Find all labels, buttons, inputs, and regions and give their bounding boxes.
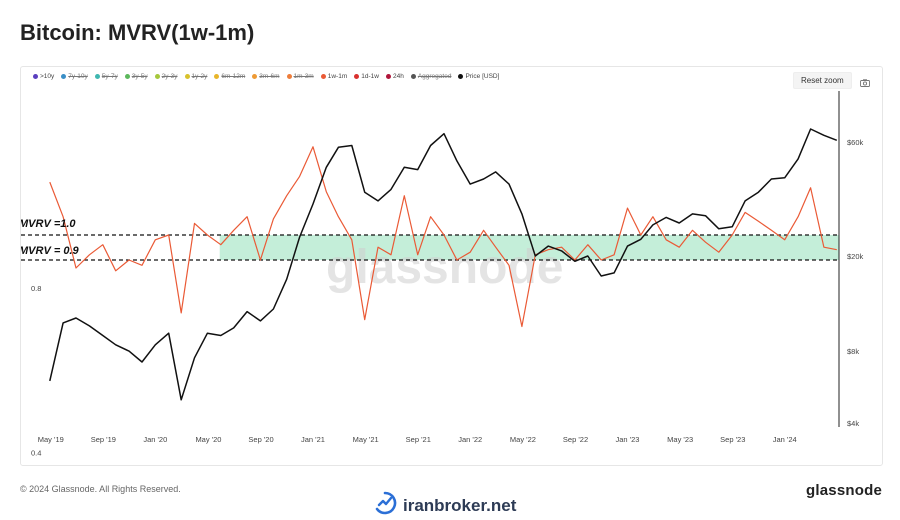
y-right-tick-label: $8k bbox=[847, 347, 859, 356]
legend-dot bbox=[184, 74, 190, 79]
legend-item-0[interactable]: >10y bbox=[33, 73, 54, 80]
legend-item-8[interactable]: 1m-3m bbox=[286, 73, 314, 80]
reset-zoom-button[interactable]: Reset zoom bbox=[793, 72, 852, 89]
legend-item-7[interactable]: 3m-6m bbox=[252, 73, 280, 80]
mvrv-1-0-label: MVRV =1.0 bbox=[21, 218, 76, 230]
watermark-text: glassnode bbox=[326, 241, 563, 294]
legend-dot bbox=[385, 74, 391, 79]
legend-item-13[interactable]: Price [USD] bbox=[458, 73, 499, 80]
x-tick-label: May '23 bbox=[667, 435, 693, 444]
x-tick-label: Sep '23 bbox=[720, 435, 745, 444]
legend-label: 1y-2y bbox=[191, 73, 208, 80]
y-right-tick-label: $60k bbox=[847, 138, 864, 147]
x-tick-label: Jan '23 bbox=[615, 435, 639, 444]
series-line-1 bbox=[49, 128, 838, 401]
camera-icon[interactable] bbox=[860, 74, 870, 92]
mvrv-0-9-label: MVRV = 0.9 bbox=[21, 245, 79, 257]
legend-item-4[interactable]: 2y-3y bbox=[154, 73, 178, 80]
legend-item-12[interactable]: Aggregated bbox=[410, 73, 452, 80]
x-tick-label: May '21 bbox=[353, 435, 379, 444]
legend-dot bbox=[354, 74, 360, 79]
chart-plot: glassnode MVRV =1.0 MVRV = 0.9 May '19 Se… bbox=[21, 91, 864, 457]
legend-item-6[interactable]: 6m-12m bbox=[214, 73, 245, 80]
footer-brand: glassnode bbox=[806, 482, 882, 499]
x-tick-label: Jan '21 bbox=[301, 435, 325, 444]
legend-dot bbox=[94, 74, 100, 79]
y-right-tick-label: $4k bbox=[847, 419, 859, 428]
legend-dot bbox=[214, 74, 220, 79]
legend-item-5[interactable]: 1y-2y bbox=[184, 73, 208, 80]
legend-dot bbox=[154, 74, 160, 79]
legend-item-9[interactable]: 1w-1m bbox=[320, 73, 348, 80]
x-tick-label: Jan '20 bbox=[143, 435, 167, 444]
series-line-0 bbox=[49, 146, 837, 328]
iranbroker-text: iranbroker.net bbox=[403, 495, 517, 515]
legend-dot bbox=[320, 74, 326, 79]
y-left-tick-label: 0.4 bbox=[31, 448, 41, 457]
page-title: Bitcoin: MVRV(1w-1m) bbox=[20, 20, 255, 45]
legend-label: 1w-1m bbox=[327, 73, 348, 80]
legend-dot bbox=[458, 74, 464, 79]
legend-label: 1m-3m bbox=[293, 73, 314, 80]
legend-dot bbox=[252, 74, 258, 79]
legend-label: 7y-10y bbox=[68, 73, 88, 80]
legend-dot bbox=[33, 74, 38, 79]
legend-label: 5y-7y bbox=[101, 73, 118, 80]
iranbroker-logo: iranbroker.net bbox=[373, 491, 516, 520]
chart-card: >10y 7y-10y 5y-7y 3y-5y 2y-3y 1y-2y 6m-12m 3m-6… bbox=[20, 66, 883, 466]
x-tick-label: Sep '20 bbox=[248, 435, 273, 444]
legend-dot bbox=[61, 74, 67, 79]
x-tick-label: Sep '21 bbox=[406, 435, 431, 444]
legend-label: 2y-3y bbox=[161, 73, 178, 80]
legend-label: Price [USD] bbox=[465, 73, 500, 80]
x-tick-label: Jan '24 bbox=[773, 435, 797, 444]
footer-copyright: © 2024 Glassnode. All Rights Reserved. bbox=[20, 484, 181, 494]
x-tick-label: May '22 bbox=[510, 435, 536, 444]
x-tick-label: May '20 bbox=[195, 435, 221, 444]
legend-label: 3m-6m bbox=[259, 73, 280, 80]
chart-legend: >10y 7y-10y 5y-7y 3y-5y 2y-3y 1y-2y 6m-12m 3m-6… bbox=[33, 73, 499, 80]
legend-item-11[interactable]: 24h bbox=[385, 73, 404, 80]
legend-label: Aggregated bbox=[417, 73, 452, 80]
legend-item-1[interactable]: 7y-10y bbox=[61, 73, 88, 80]
legend-label: 6m-12m bbox=[221, 73, 246, 80]
y-right-tick-label: $20k bbox=[847, 252, 864, 261]
legend-label: 1d-1w bbox=[361, 73, 379, 80]
legend-dot bbox=[124, 74, 130, 79]
x-tick-label: Sep '19 bbox=[91, 435, 116, 444]
legend-label: >10y bbox=[40, 73, 55, 80]
x-tick-label: May '19 bbox=[38, 435, 64, 444]
iranbroker-icon bbox=[373, 491, 397, 520]
legend-item-10[interactable]: 1d-1w bbox=[354, 73, 379, 80]
legend-item-2[interactable]: 5y-7y bbox=[94, 73, 118, 80]
legend-item-3[interactable]: 3y-5y bbox=[124, 73, 148, 80]
legend-label: 24h bbox=[392, 73, 404, 80]
x-tick-label: Sep '22 bbox=[563, 435, 588, 444]
legend-label: 3y-5y bbox=[131, 73, 148, 80]
x-tick-label: Jan '22 bbox=[458, 435, 482, 444]
legend-dot bbox=[410, 74, 416, 79]
legend-dot bbox=[286, 74, 292, 79]
y-left-tick-label: 0.8 bbox=[31, 284, 41, 293]
